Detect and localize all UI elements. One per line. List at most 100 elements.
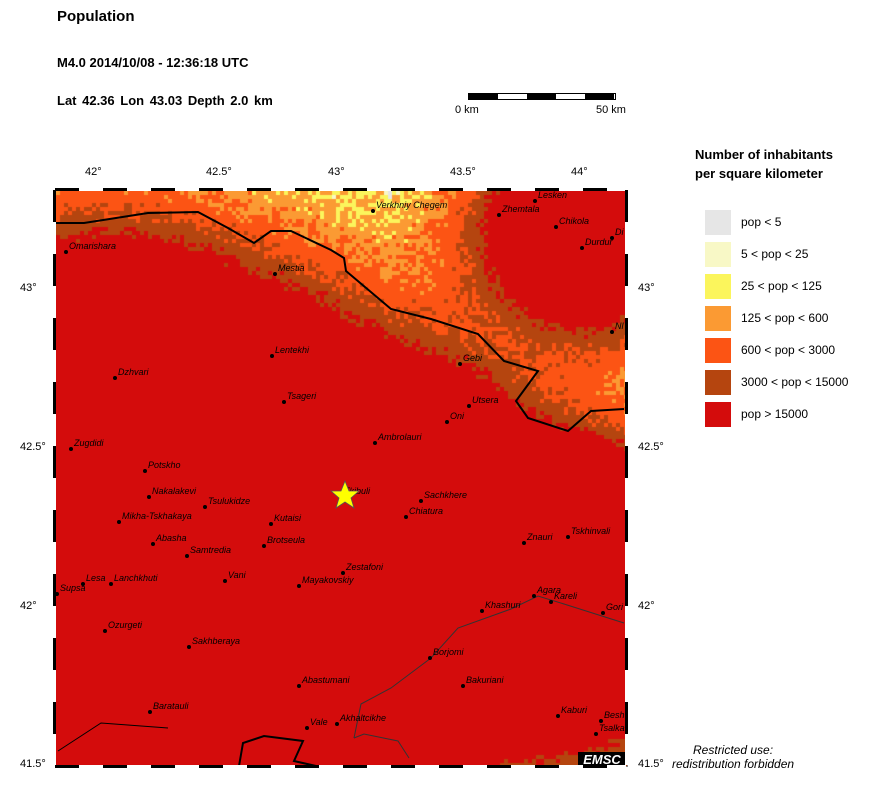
city-label: Khashuri xyxy=(485,600,521,610)
lat-tick-label: 42.5° xyxy=(638,441,664,453)
city-label: Zestafoni xyxy=(346,562,384,572)
legend-title-line: Number of inhabitants xyxy=(695,147,833,162)
event-location: Lat 42.36 Lon 43.03 Depth 2.0 km xyxy=(57,93,273,108)
city-label: Vani xyxy=(228,570,246,580)
city-label: Gori xyxy=(606,602,624,612)
legend-label: 600 < pop < 3000 xyxy=(741,343,836,357)
city-label: Supsa xyxy=(60,583,86,593)
city-label: Nl xyxy=(615,321,624,331)
restricted-note: Restricted use: redistribution forbidden xyxy=(672,743,794,771)
city-marker xyxy=(556,714,560,718)
city-label: Znauri xyxy=(527,532,553,542)
city-label: Oni xyxy=(450,411,465,421)
city-marker xyxy=(373,441,377,445)
city-label: Abastumani xyxy=(302,675,350,685)
country-border xyxy=(56,210,625,433)
city-marker xyxy=(371,209,375,213)
city-marker xyxy=(103,629,107,633)
city-label: Kutaisi xyxy=(274,513,302,523)
legend-swatch xyxy=(705,306,731,331)
city-label: Potskho xyxy=(148,460,181,470)
city-marker xyxy=(554,225,558,229)
emsc-logo: EMSC xyxy=(578,752,626,767)
city-label: Chikola xyxy=(559,216,590,226)
city-label: Gebi xyxy=(463,353,483,363)
map-frame xyxy=(53,190,56,765)
lat-tick-label: 42° xyxy=(20,600,37,612)
city-label: Agara xyxy=(537,585,562,595)
legend-label: 125 < pop < 600 xyxy=(741,311,829,325)
city-label: Tsulukidze xyxy=(208,496,251,506)
city-marker xyxy=(480,609,484,613)
city-marker xyxy=(273,272,277,276)
city-label: Mikha-Tskhakaya xyxy=(122,511,192,521)
city-marker xyxy=(566,535,570,539)
city-marker xyxy=(404,515,408,519)
city-label: Omarishara xyxy=(69,241,117,251)
city-label: Besh xyxy=(604,710,625,720)
borders-layer xyxy=(56,210,625,766)
country-border-south xyxy=(238,734,317,766)
city-label: Dzhvari xyxy=(118,367,149,377)
lat-tick-label: 42° xyxy=(638,600,655,612)
city-marker xyxy=(461,684,465,688)
city-label: Akhaltcikhe xyxy=(340,713,387,723)
city-label: Mestia xyxy=(278,263,305,273)
region-border xyxy=(57,722,169,752)
city-marker xyxy=(335,722,339,726)
city-label: Lesa xyxy=(86,573,106,583)
legend-swatch xyxy=(705,210,731,235)
city-marker xyxy=(81,582,85,586)
city-label: Abasha xyxy=(156,533,187,543)
event-info: M4.0 2014/10/08 - 12:36:18 UTC xyxy=(57,55,249,70)
city-label: Verkhniy Chegem xyxy=(376,200,448,210)
city-marker xyxy=(56,592,59,596)
city-label: Lesken xyxy=(538,190,568,200)
city-marker xyxy=(601,611,605,615)
city-marker xyxy=(549,600,553,604)
city-label: Ozurgeti xyxy=(108,620,143,630)
city-marker xyxy=(148,710,152,714)
city-marker xyxy=(445,420,449,424)
city-label: Sakhberaya xyxy=(192,636,241,646)
city-marker xyxy=(594,732,598,736)
restricted-line: Restricted use: xyxy=(693,743,774,757)
city-label: Brotseula xyxy=(267,535,306,545)
city-marker xyxy=(419,499,423,503)
city-marker xyxy=(599,719,603,723)
city-marker xyxy=(187,645,191,649)
lon-tick-label: 42.5° xyxy=(206,166,232,178)
map-title: Population xyxy=(57,8,135,25)
star-icon[interactable] xyxy=(330,480,360,510)
city-marker xyxy=(270,354,274,358)
city-marker xyxy=(185,554,189,558)
map-frame xyxy=(625,190,628,765)
legend-label: pop > 15000 xyxy=(741,407,809,421)
city-marker xyxy=(610,236,614,240)
lat-tick-label: 43° xyxy=(638,282,655,294)
city-marker xyxy=(305,726,309,730)
lon-tick-label: 43° xyxy=(328,166,345,178)
scale-end: 50 km xyxy=(596,104,626,116)
city-marker xyxy=(428,656,432,660)
legend-label: 3000 < pop < 15000 xyxy=(741,375,849,389)
city-label: Mayakovskiy xyxy=(302,575,354,585)
city-label: Kareli xyxy=(554,591,578,601)
map-frame xyxy=(55,188,626,191)
city-label: Utsera xyxy=(472,395,499,405)
population-raster xyxy=(56,191,627,766)
lon-tick-label: 43.5° xyxy=(450,166,476,178)
city-label: Tsageri xyxy=(287,391,317,401)
lon-tick-label: 44° xyxy=(571,166,588,178)
lat-tick-label: 41.5° xyxy=(638,758,664,770)
city-label: Durdur xyxy=(585,237,613,247)
city-marker xyxy=(64,250,68,254)
lat-tick-label: 42.5° xyxy=(20,441,46,453)
city-label: Sachkhere xyxy=(424,490,468,500)
population-map[interactable]: Omarishara Mestia Verkhniy Chegem Zhemtala L… xyxy=(55,190,628,767)
scale-start: 0 km xyxy=(455,104,479,116)
legend-swatch xyxy=(705,274,731,299)
legend-swatch xyxy=(705,338,731,363)
city-label: Tskhinvali xyxy=(571,526,611,536)
city-marker xyxy=(522,541,526,545)
